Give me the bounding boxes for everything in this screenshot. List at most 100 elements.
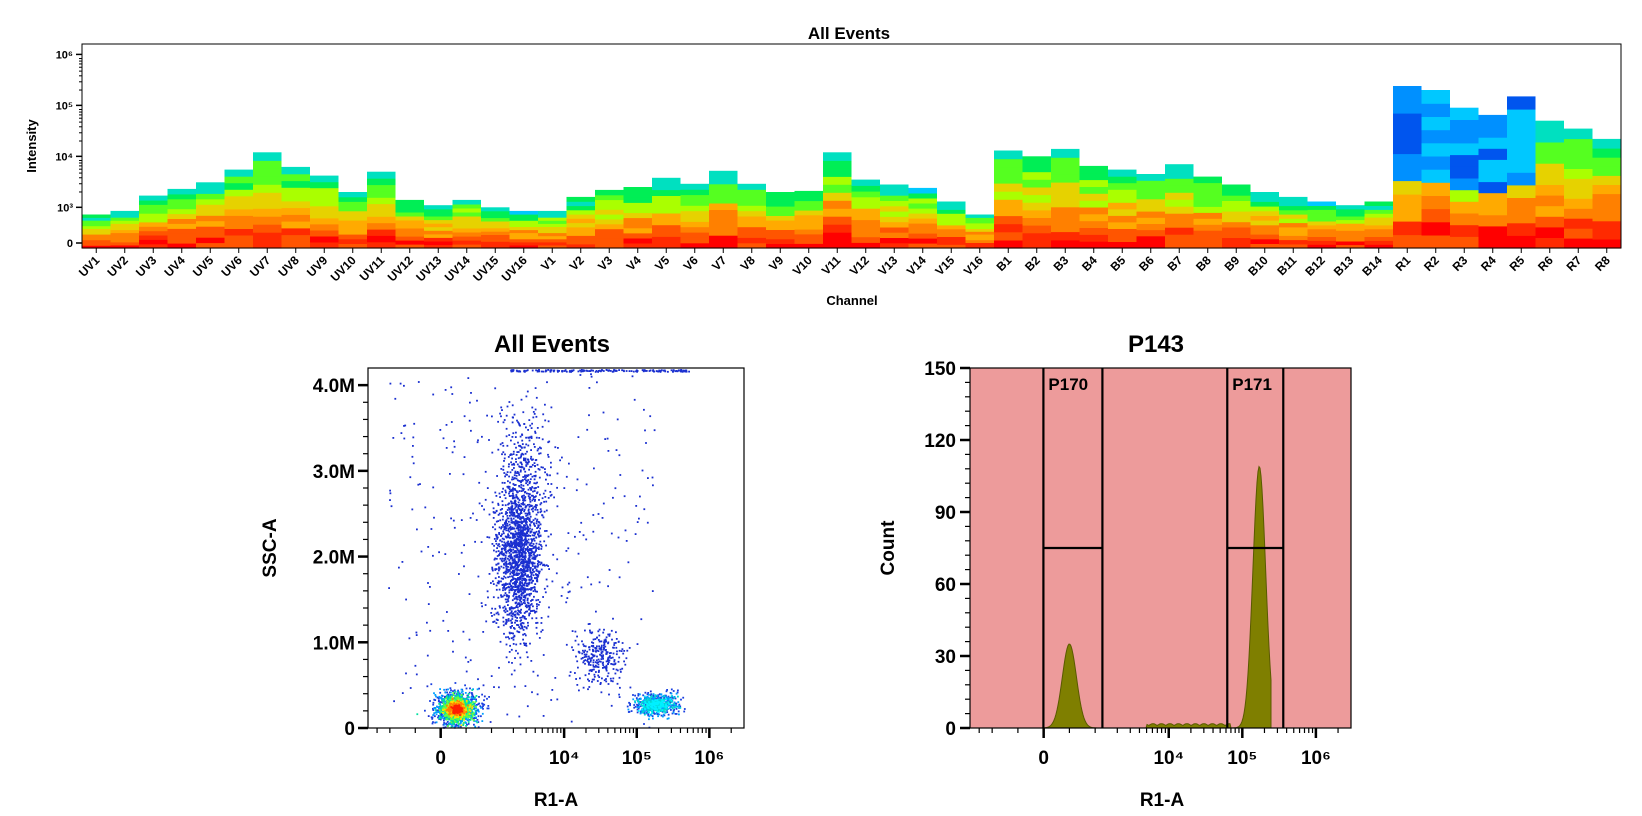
scatter-point xyxy=(465,703,467,705)
spectrum-band-UV2 xyxy=(110,229,139,234)
scatter-point xyxy=(514,657,516,659)
scatter-point xyxy=(494,607,497,610)
scatter-point xyxy=(524,536,527,539)
scatter-point xyxy=(537,574,540,577)
spectrum-band-B7 xyxy=(1165,164,1194,172)
spectrum-x-tick-label: V8 xyxy=(738,253,759,274)
scatter-point xyxy=(468,707,470,710)
scatter-point xyxy=(524,581,527,584)
scatter-point xyxy=(512,574,515,576)
spectrum-band-V5 xyxy=(652,236,681,243)
scatter-points xyxy=(388,369,690,729)
scatter-point xyxy=(520,562,522,565)
scatter-point xyxy=(629,686,632,689)
spectrum-band-V3 xyxy=(595,204,624,210)
spectrum-x-tick-label: V6 xyxy=(681,253,702,274)
scatter-point xyxy=(441,707,444,710)
spectrum-band-UV5 xyxy=(196,204,225,211)
scatter-point xyxy=(533,523,536,526)
scatter-point xyxy=(515,505,518,508)
scatter-point xyxy=(505,552,508,554)
scatter-point xyxy=(534,459,537,462)
scatter-point xyxy=(465,670,468,673)
spectrum-band-B5 xyxy=(1108,208,1137,216)
scatter-point xyxy=(600,647,602,650)
spectrum-x-tick-label: UV9 xyxy=(304,253,331,280)
scatter-point xyxy=(488,573,491,575)
spectrum-band-UV12 xyxy=(395,223,424,229)
scatter-point xyxy=(463,565,465,568)
scatter-point xyxy=(491,568,494,570)
scatter-point xyxy=(515,583,517,585)
spectrum-band-V6 xyxy=(680,221,709,228)
scatter-point xyxy=(416,713,419,716)
scatter-point xyxy=(464,721,467,724)
scatter-point xyxy=(526,369,529,372)
scatter-point xyxy=(510,461,512,464)
scatter-point xyxy=(510,673,513,676)
scatter-point xyxy=(458,718,460,720)
scatter-point xyxy=(478,481,481,484)
spectrum-band-V10 xyxy=(794,238,823,244)
scatter-point xyxy=(622,652,625,655)
spectrum-band-B13 xyxy=(1336,240,1365,246)
scatter-point xyxy=(515,541,518,543)
scatter-point xyxy=(523,612,526,614)
scatter-point xyxy=(538,369,540,371)
scatter-point xyxy=(588,414,590,417)
scatter-point xyxy=(518,544,521,547)
spectrum-band-UV5 xyxy=(196,237,225,244)
scatter-point xyxy=(507,465,510,468)
spectrum-band-V8 xyxy=(737,242,766,249)
scatter-point xyxy=(506,543,509,545)
scatter-point xyxy=(519,534,522,537)
spectrum-band-UV6 xyxy=(224,182,253,190)
scatter-point xyxy=(458,693,461,696)
scatter-point xyxy=(472,697,475,700)
scatter-point xyxy=(457,724,460,727)
scatter-point xyxy=(508,586,511,589)
scatter-point xyxy=(512,521,515,523)
scatter-point xyxy=(540,617,543,619)
spectrum-band-V5 xyxy=(652,207,681,214)
scatter-point xyxy=(532,670,535,673)
spectrum-band-V14 xyxy=(908,233,937,239)
spectrum-x-tick-label: R1 xyxy=(1393,253,1414,274)
scatter-point xyxy=(509,588,512,591)
scatter-point xyxy=(509,481,511,484)
scatter-point xyxy=(527,538,530,541)
scatter-point xyxy=(515,532,518,535)
scatter-point xyxy=(526,450,528,453)
scatter-point xyxy=(530,603,533,605)
scatter-point xyxy=(522,587,524,589)
scatter-point xyxy=(434,699,437,701)
scatter-point xyxy=(524,587,526,590)
scatter-point xyxy=(525,464,528,466)
scatter-point xyxy=(526,601,529,604)
scatter-point xyxy=(503,544,506,547)
spectrum-band-V10 xyxy=(794,233,823,240)
scatter-point xyxy=(521,548,523,550)
scatter-point xyxy=(516,551,518,554)
scatter-point xyxy=(517,559,520,562)
scatter-point xyxy=(403,437,406,440)
scatter-point xyxy=(589,664,592,666)
spectrum-x-tick-label: B11 xyxy=(1274,253,1299,278)
spectrum-x-tick-label: V12 xyxy=(847,253,872,278)
spectrum-band-UV5 xyxy=(196,220,225,227)
spectrum-band-UV16 xyxy=(509,214,538,218)
scatter-point xyxy=(456,690,459,693)
scatter-point xyxy=(536,578,539,581)
scatter-point xyxy=(540,630,543,633)
scatter-point xyxy=(613,659,616,661)
scatter-point xyxy=(514,524,517,527)
scatter-point xyxy=(516,504,518,506)
scatter-point xyxy=(435,721,438,724)
scatter-point xyxy=(513,467,515,469)
scatter-point xyxy=(507,540,509,543)
spectrum-band-B8 xyxy=(1193,182,1222,190)
scatter-point xyxy=(507,563,510,565)
scatter-point xyxy=(515,568,517,571)
scatter-point xyxy=(533,478,536,481)
scatter-point xyxy=(453,714,456,717)
